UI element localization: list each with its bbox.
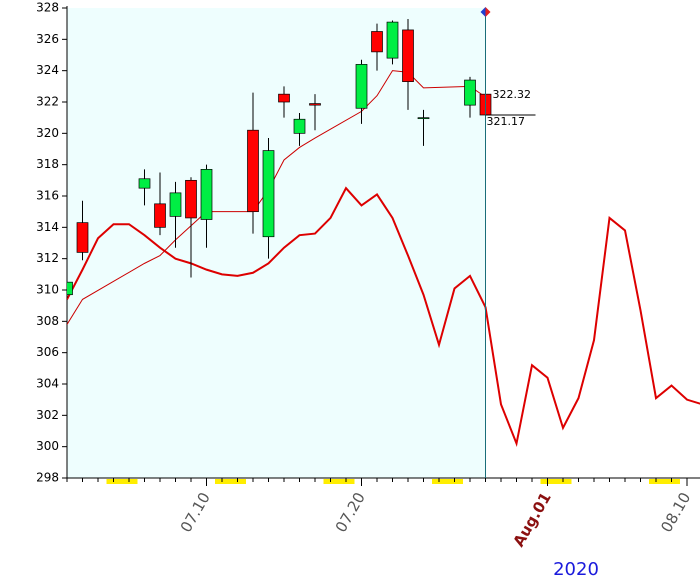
candle-body (200, 169, 213, 220)
x-tick-label: 07.10 (177, 489, 214, 535)
candle-body (138, 178, 151, 189)
x-tick-label: 08.10 (657, 489, 694, 535)
candle-body (464, 79, 476, 106)
candle-body (262, 150, 275, 238)
y-tick-label: 328 (36, 1, 59, 15)
plot (67, 18, 700, 448)
y-tick-label: 302 (36, 408, 59, 422)
candle-body (278, 93, 290, 103)
close-last-label: 321.17 (487, 115, 526, 128)
y-tick-label: 310 (36, 283, 59, 297)
y-tick-label: 312 (36, 251, 59, 265)
weekend-marker (106, 479, 138, 484)
x-tick-label: 07.20 (332, 489, 369, 535)
cursor-marker (485, 7, 491, 17)
candle-body (386, 21, 399, 59)
candle-body (67, 281, 73, 296)
cursor-marker (480, 7, 486, 17)
y-tick-label: 300 (36, 439, 59, 453)
y-tick-label: 306 (36, 345, 59, 359)
history-area (67, 8, 486, 478)
forecast-line (67, 186, 700, 448)
candle-body (309, 103, 321, 106)
y-tick-label: 326 (36, 32, 59, 46)
x-tick-label: Aug.01 (509, 489, 554, 550)
candle-body (185, 179, 197, 219)
year-label: 2020 (553, 559, 599, 580)
candle-body (247, 129, 259, 213)
y-tick-label: 318 (36, 157, 59, 171)
candle-body (355, 64, 368, 109)
y-tick-label: 316 (36, 189, 59, 203)
y-tick-label: 304 (36, 377, 59, 391)
weekend-marker (649, 479, 680, 484)
weekend-marker (540, 479, 572, 484)
candle-body (293, 118, 306, 134)
candle-body (402, 29, 414, 82)
y-tick-label: 314 (36, 220, 59, 234)
y-tick-label: 320 (36, 126, 59, 140)
weekend-marker (215, 479, 246, 484)
candle-body (154, 203, 166, 228)
y-tick-label: 324 (36, 63, 59, 77)
y-tick-label: 308 (36, 314, 59, 328)
y-tick-label: 298 (36, 471, 59, 485)
candle-body (169, 192, 182, 217)
weekend-marker (323, 479, 355, 484)
candle-body (76, 222, 89, 253)
candle-body (417, 117, 430, 120)
weekend-marker (432, 479, 463, 484)
candle-body (371, 31, 383, 53)
y-tick-label: 322 (36, 95, 59, 109)
ma-last-label: 322.32 (493, 88, 532, 101)
